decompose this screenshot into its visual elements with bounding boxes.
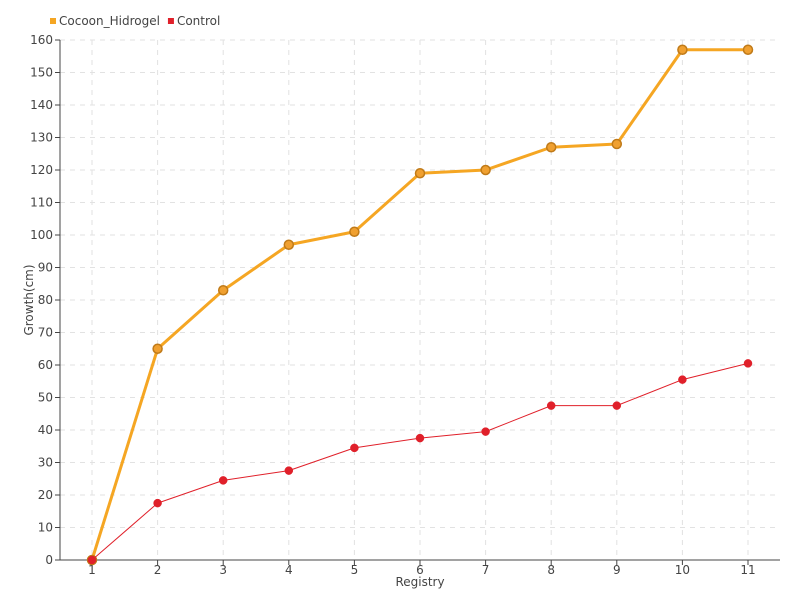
data-point-cocoon-hidrogel (677, 44, 688, 55)
data-point-cocoon-hidrogel (742, 44, 754, 55)
x-tick-label: 1 (88, 563, 96, 577)
data-point-control (284, 466, 294, 475)
x-tick-label: 10 (675, 563, 690, 577)
y-tick-label: 20 (38, 488, 53, 502)
x-tick-label: 8 (547, 563, 555, 577)
data-point-control (153, 498, 162, 508)
data-point-cocoon-hidrogel (545, 142, 557, 153)
x-tick-label: 3 (219, 563, 227, 577)
data-point-control (546, 401, 556, 410)
x-axis-title: Registry (395, 575, 444, 589)
data-point-control (612, 401, 622, 410)
y-tick-label: 110 (30, 196, 53, 210)
y-tick-label: 90 (38, 261, 53, 275)
y-tick-label: 70 (38, 326, 53, 340)
data-point-control (743, 359, 753, 368)
data-point-control (350, 443, 359, 453)
legend-swatch-cocoon-hidrogel (50, 18, 56, 24)
data-point-cocoon-hidrogel (152, 343, 163, 354)
data-point-cocoon-hidrogel (480, 164, 491, 176)
data-point-control (415, 433, 425, 443)
y-tick-label: 30 (38, 456, 53, 470)
y-tick-label: 140 (30, 98, 53, 112)
x-tick-label: 7 (482, 563, 490, 577)
legend: Cocoon_Hidrogel Control (50, 14, 220, 28)
y-tick-label: 0 (45, 553, 53, 567)
series (86, 44, 754, 566)
x-tick-label: 2 (154, 563, 162, 577)
y-tick-label: 60 (38, 358, 53, 372)
x-tick-label: 11 (740, 563, 755, 577)
y-tick-label: 160 (30, 33, 53, 47)
y-tick-label: 50 (38, 391, 53, 405)
data-point-cocoon-hidrogel (349, 226, 360, 237)
y-tick-label: 10 (38, 521, 53, 535)
data-point-cocoon-hidrogel (217, 285, 229, 296)
data-point-control (218, 476, 228, 485)
data-point-cocoon-hidrogel (611, 138, 623, 150)
data-point-control (481, 427, 490, 436)
x-tick-label: 6 (416, 563, 424, 577)
x-tick-label: 5 (351, 563, 359, 577)
y-tick-label: 130 (30, 131, 53, 145)
axes: 0102030405060708090100110120130140150160… (30, 33, 780, 577)
y-tick-label: 40 (38, 423, 53, 437)
y-tick-label: 150 (30, 66, 53, 80)
y-tick-label: 80 (38, 293, 53, 307)
y-tick-label: 120 (30, 163, 53, 177)
data-point-cocoon-hidrogel (414, 168, 426, 179)
grid (60, 39, 780, 560)
legend-label-cocoon-hidrogel: Cocoon_Hidrogel (59, 14, 160, 28)
data-point-control (678, 375, 687, 384)
data-point-cocoon-hidrogel (283, 239, 295, 250)
x-tick-label: 4 (285, 563, 293, 577)
x-tick-label: 9 (613, 563, 621, 577)
y-tick-label: 100 (30, 228, 53, 242)
data-point-control (87, 555, 97, 565)
y-axis-title: Growth(cm) (22, 264, 36, 335)
legend-swatch-control (167, 18, 174, 24)
legend-label-control: Control (177, 14, 220, 28)
